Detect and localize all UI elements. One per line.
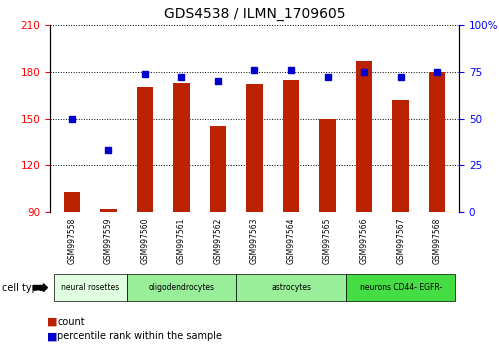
Text: GSM997568: GSM997568 [433, 217, 442, 264]
Text: ■: ■ [47, 331, 58, 341]
Text: GSM997559: GSM997559 [104, 217, 113, 264]
Bar [283, 80, 299, 212]
Text: GSM997566: GSM997566 [360, 217, 369, 264]
Bar [210, 126, 226, 212]
Bar [236, 274, 346, 301]
Text: GSM997565: GSM997565 [323, 217, 332, 264]
Text: neural rosettes: neural rosettes [61, 283, 119, 292]
Bar [429, 72, 446, 212]
Text: percentile rank within the sample: percentile rank within the sample [57, 331, 223, 341]
Bar [100, 209, 117, 212]
Text: cell type: cell type [2, 282, 44, 293]
Text: GSM997561: GSM997561 [177, 217, 186, 264]
Text: GSM997567: GSM997567 [396, 217, 405, 264]
Text: count: count [57, 317, 85, 327]
Bar [127, 274, 236, 301]
Text: GSM997560: GSM997560 [140, 217, 149, 264]
Text: GSM997558: GSM997558 [67, 217, 76, 264]
Bar [63, 192, 80, 212]
Title: GDS4538 / ILMN_1709605: GDS4538 / ILMN_1709605 [164, 7, 345, 21]
Bar [53, 274, 127, 301]
Bar [392, 100, 409, 212]
Text: neurons CD44- EGFR-: neurons CD44- EGFR- [359, 283, 442, 292]
Bar [173, 82, 190, 212]
Text: astrocytes: astrocytes [271, 283, 311, 292]
Text: oligodendrocytes: oligodendrocytes [148, 283, 215, 292]
Text: GSM997564: GSM997564 [286, 217, 295, 264]
Text: GSM997563: GSM997563 [250, 217, 259, 264]
Bar [319, 119, 336, 212]
Bar [137, 87, 153, 212]
Text: GSM997562: GSM997562 [214, 217, 223, 264]
Bar [346, 274, 456, 301]
Bar [247, 84, 262, 212]
Bar [356, 61, 372, 212]
Text: ■: ■ [47, 317, 58, 327]
